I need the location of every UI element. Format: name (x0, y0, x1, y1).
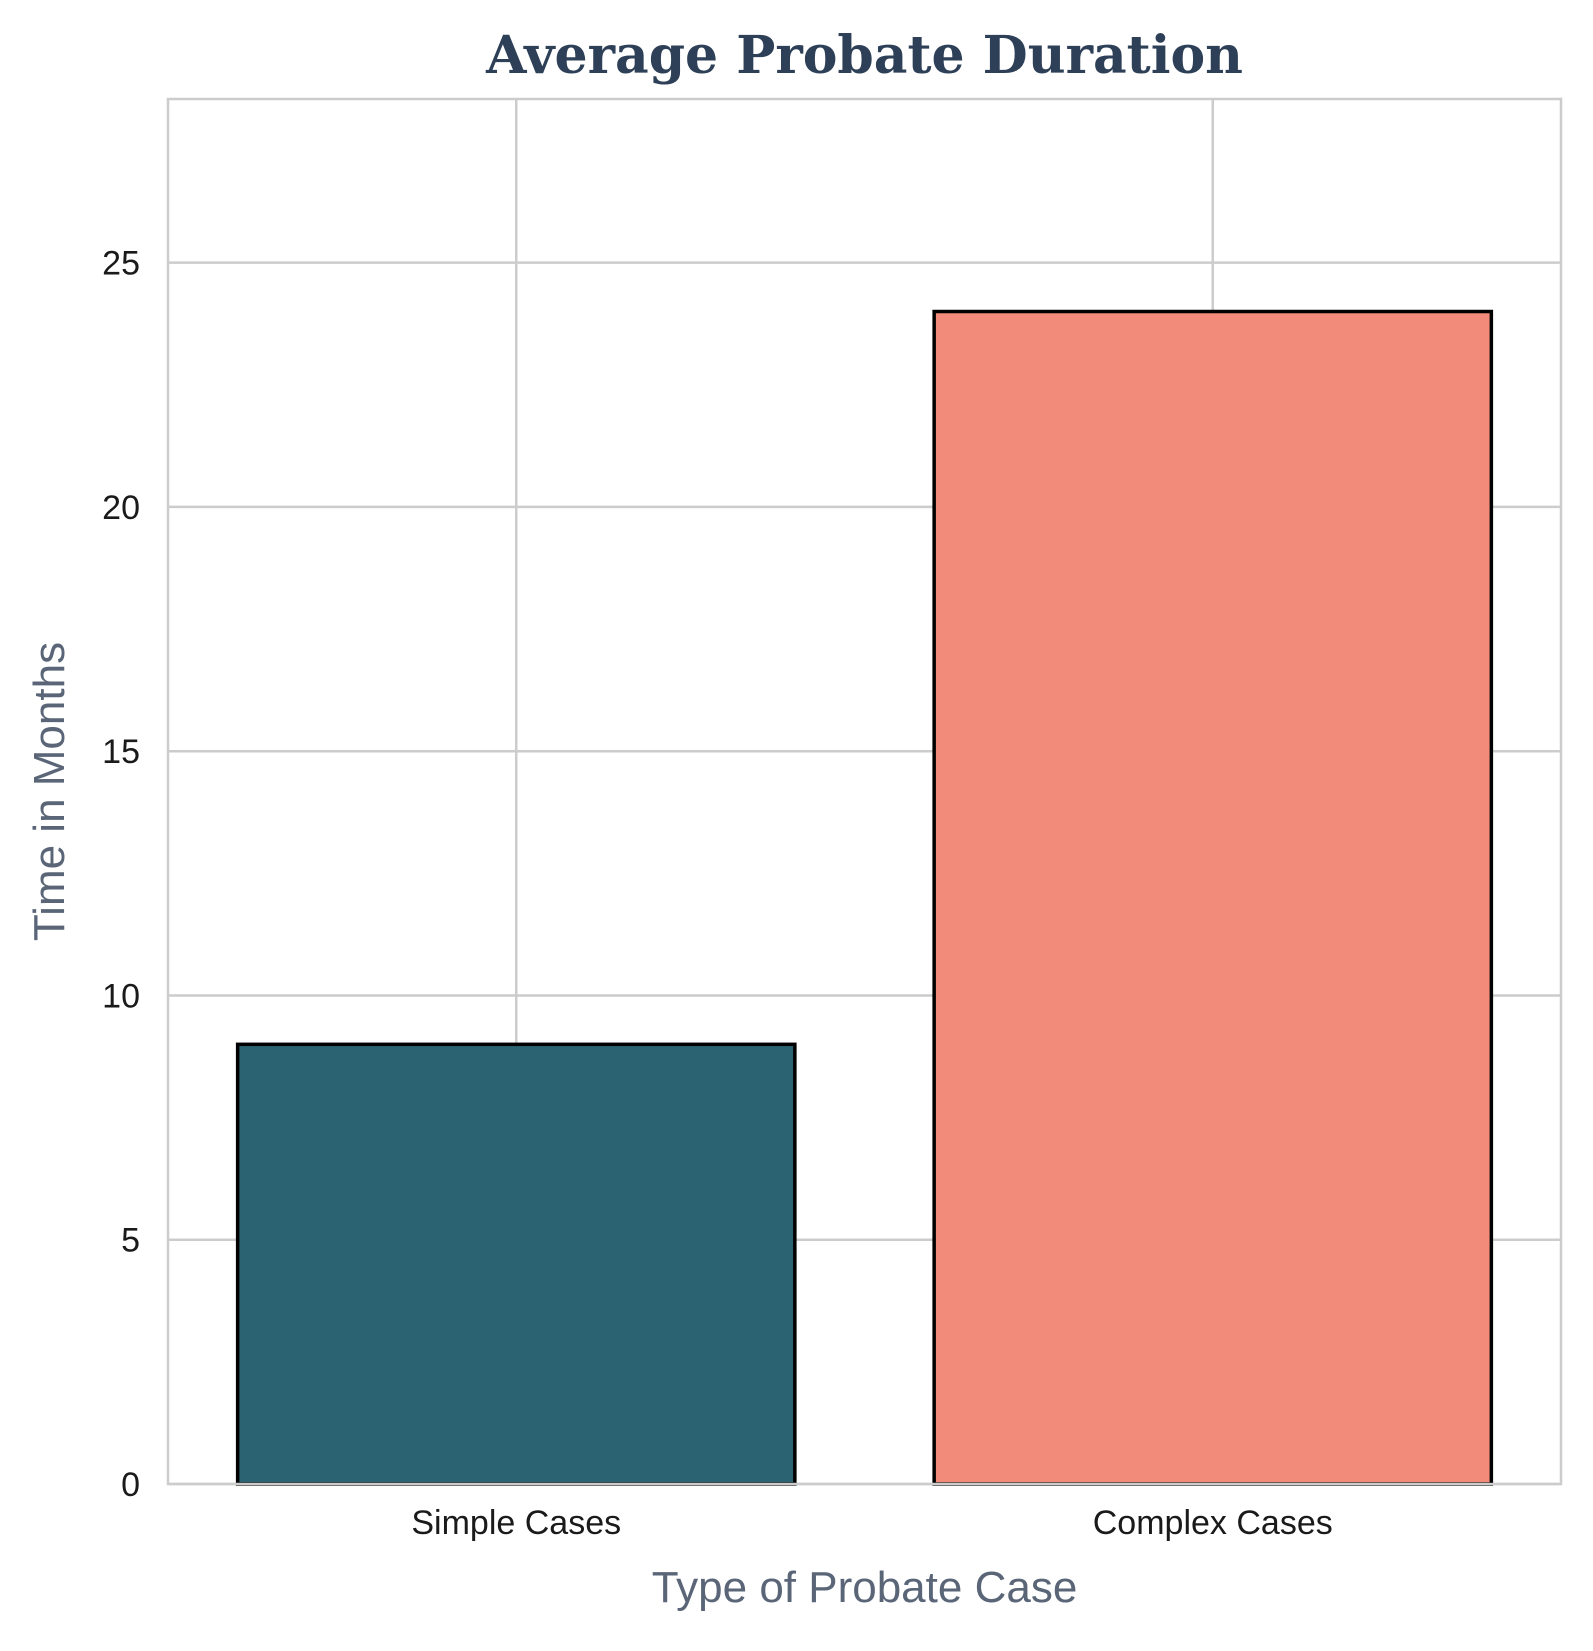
y-axis-ticks: 0 5 10 15 20 25 (102, 245, 140, 1504)
y-axis-label: Time in Months (25, 642, 74, 941)
bar-simple-cases (235, 1042, 797, 1486)
bars (235, 309, 1494, 1486)
y-tick-label-4: 20 (102, 489, 140, 527)
bar-complex-cases (932, 309, 1494, 1486)
y-tick-label-1: 5 (121, 1222, 140, 1260)
y-tick-label-3: 15 (102, 733, 140, 771)
y-tick-label-5: 25 (102, 245, 140, 283)
x-axis-label: Type of Probate Case (652, 1563, 1078, 1612)
y-tick-label-0: 0 (121, 1466, 140, 1504)
chart-title: Average Probate Duration (485, 25, 1243, 86)
plot-frame (166, 97, 1563, 1486)
x-tick-label-0: Simple Cases (411, 1504, 621, 1542)
x-tick-label-1: Complex Cases (1093, 1504, 1333, 1542)
x-axis-ticks: Simple Cases Complex Cases (411, 1504, 1332, 1542)
y-tick-label-2: 10 (102, 977, 140, 1015)
